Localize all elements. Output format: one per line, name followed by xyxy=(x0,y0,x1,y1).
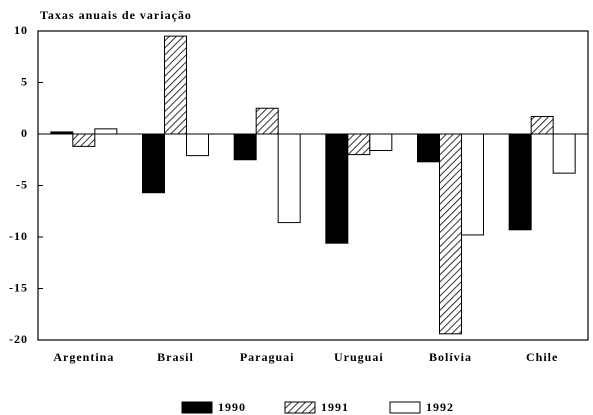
y-tick-label: -5 xyxy=(16,177,28,191)
y-tick-label: 0 xyxy=(21,126,28,140)
y-tick-label: 5 xyxy=(21,74,28,88)
bar xyxy=(530,115,554,135)
bar xyxy=(417,133,440,163)
x-tick-label: Paraguai xyxy=(240,350,295,364)
x-tick-label: Uruguai xyxy=(334,350,384,364)
y-tick-label: -10 xyxy=(9,229,28,243)
x-tick-label: Bolívia xyxy=(429,350,472,364)
legend-swatch xyxy=(181,401,213,414)
bar xyxy=(277,133,301,224)
legend-label: 1992 xyxy=(426,400,454,414)
y-tick-label: -20 xyxy=(9,332,28,346)
bar xyxy=(142,133,165,194)
bar xyxy=(347,133,371,156)
x-tick-label: Argentina xyxy=(53,350,114,364)
bar xyxy=(94,128,118,135)
bar xyxy=(72,133,96,147)
bar xyxy=(255,107,279,135)
bar xyxy=(325,133,349,244)
bar xyxy=(508,133,532,231)
bar xyxy=(461,133,484,236)
legend-label: 1990 xyxy=(218,400,246,414)
plot-frame xyxy=(37,30,589,341)
y-tick-label: -15 xyxy=(9,280,28,294)
bar xyxy=(233,133,257,161)
bar xyxy=(552,133,576,174)
bar xyxy=(369,133,393,151)
bar xyxy=(164,35,187,135)
legend-label: 1991 xyxy=(321,400,349,414)
legend-swatch xyxy=(284,401,316,414)
bar xyxy=(439,133,462,335)
chart-title: Taxas anuais de variação xyxy=(40,8,192,22)
bar xyxy=(50,131,74,135)
bar xyxy=(186,133,209,157)
y-tick-label: 10 xyxy=(14,23,28,37)
x-tick-label: Brasil xyxy=(157,350,194,364)
legend-swatch xyxy=(389,401,421,414)
x-tick-label: Chile xyxy=(526,350,558,364)
